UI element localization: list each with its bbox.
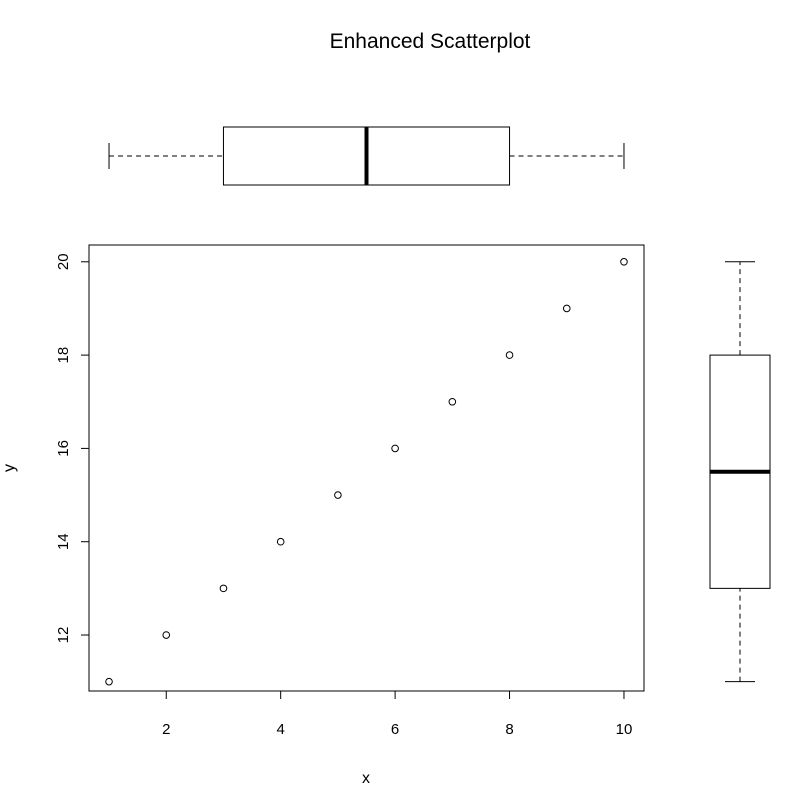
x-tick-label: 2 [162,721,170,738]
y-tick-label: 16 [55,440,72,457]
x-tick-label: 4 [277,721,285,738]
y-boxplot [709,261,771,683]
x-boxplot [108,126,625,186]
data-point [334,491,342,499]
data-point [162,631,171,639]
x-tick-label: 10 [616,721,633,738]
chart-title: Enhanced Scatterplot [330,30,531,53]
y-tick-label: 18 [55,347,72,364]
x-tick-label: 8 [505,721,513,738]
data-point [620,257,628,266]
scatter-points [105,257,628,686]
x-tick-label: 6 [391,721,399,738]
data-point [219,584,228,593]
y-tick-label: 12 [55,627,72,644]
plot-frame [88,244,645,692]
data-point [391,444,399,453]
data-point [505,351,514,359]
x-axis: 2 4 6 8 10 [162,690,633,738]
y-axis: 12 14 16 18 20 [55,253,90,644]
data-point [276,537,285,546]
data-point [562,304,571,313]
data-point [105,677,113,686]
y-axis-label: y [1,464,18,472]
x-axis-label: x [362,770,370,787]
data-point [448,397,457,406]
y-tick-label: 20 [55,253,72,270]
y-tick-label: 14 [55,533,72,550]
